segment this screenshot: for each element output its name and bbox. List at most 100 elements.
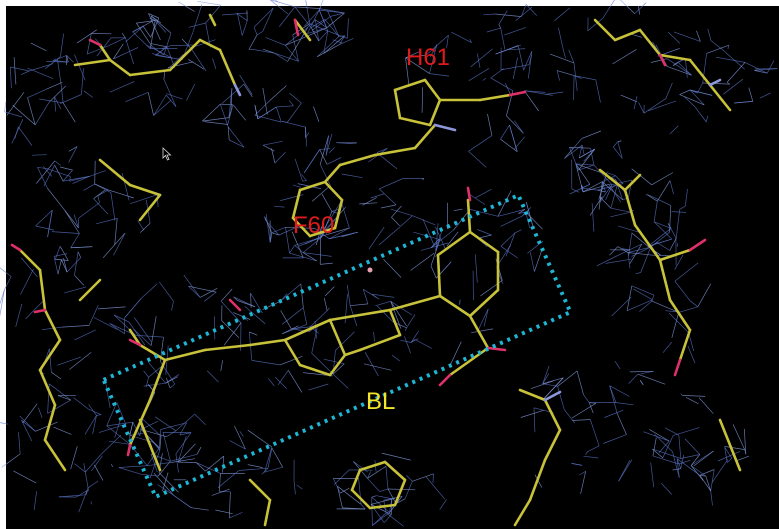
- mesh-edge: [206, 370, 219, 383]
- bond-stick: [518, 388, 547, 402]
- mesh-edge: [332, 478, 341, 494]
- mesh-edge: [326, 307, 330, 311]
- mesh-edge: [652, 455, 679, 465]
- mesh-edge: [674, 280, 691, 302]
- bond-stick: [128, 183, 162, 197]
- mesh-edge: [682, 395, 706, 397]
- mesh-edge: [515, 6, 533, 21]
- bond-stick: [128, 68, 172, 77]
- mesh-edge: [329, 147, 335, 154]
- mesh-edge: [572, 419, 591, 421]
- mesh-edge: [279, 355, 303, 366]
- mesh-edge: [410, 338, 419, 343]
- mesh-edge: [244, 305, 266, 325]
- mesh-edge: [234, 425, 246, 450]
- mesh-edge: [651, 172, 674, 186]
- heteroatom-stick: [658, 53, 667, 67]
- mesh-edge: [10, 66, 30, 72]
- mesh-edge: [69, 352, 92, 370]
- mesh-edge: [495, 13, 522, 17]
- mesh-edge: [405, 51, 420, 59]
- mesh-edge: [183, 274, 201, 298]
- mesh-edge: [453, 208, 463, 212]
- mesh-edge: [542, 383, 558, 387]
- mesh-edge: [323, 35, 346, 54]
- mesh-edge: [583, 455, 599, 459]
- mesh-edge: [571, 188, 580, 193]
- mesh-edge: [372, 293, 377, 299]
- mesh-edge: [186, 84, 196, 101]
- mesh-edge: [53, 256, 59, 275]
- mesh-edge: [675, 209, 681, 239]
- mesh-edge: [53, 426, 72, 435]
- mesh-edge: [621, 248, 631, 251]
- mesh-edge: [557, 70, 575, 76]
- mesh-edge: [13, 470, 37, 484]
- bond-stick: [338, 153, 377, 167]
- mesh-edge: [391, 217, 400, 226]
- bond-stick: [543, 428, 562, 462]
- mesh-edge: [165, 377, 171, 389]
- mesh-edge: [385, 466, 389, 490]
- mesh-edge: [76, 29, 97, 44]
- mesh-edge: [329, 231, 358, 240]
- mesh-edge: [612, 49, 637, 65]
- mesh-edge: [35, 225, 55, 231]
- bond-stick: [393, 478, 407, 507]
- mesh-edge: [475, 188, 492, 199]
- mesh-edge: [75, 489, 88, 498]
- mesh-edge: [671, 211, 687, 213]
- mesh-edge: [142, 418, 162, 437]
- mesh-edge: [759, 92, 771, 99]
- mesh-edge: [96, 218, 118, 225]
- mesh-edge: [578, 145, 583, 158]
- mesh-edge: [154, 20, 167, 33]
- mesh-edge: [311, 16, 331, 31]
- mesh-edge: [410, 330, 420, 343]
- mesh-edge: [25, 301, 43, 320]
- mesh-edge: [271, 148, 276, 164]
- mesh-edge: [379, 188, 397, 206]
- mesh-edge: [599, 184, 613, 203]
- mesh-edge: [520, 4, 527, 17]
- mesh-edge: [222, 456, 225, 473]
- bond-stick: [328, 318, 347, 357]
- mesh-edge: [303, 252, 332, 257]
- mesh-edge: [54, 160, 61, 166]
- mesh-edge: [220, 301, 242, 324]
- mesh-edge: [163, 71, 166, 80]
- mesh-edge: [609, 246, 619, 256]
- mesh-edge: [430, 238, 441, 267]
- mesh-edge: [504, 83, 511, 94]
- mesh-edge: [293, 480, 296, 495]
- mesh-edge: [699, 469, 715, 476]
- bond-stick: [358, 460, 387, 472]
- mesh-edge: [114, 232, 126, 245]
- mesh-edge: [146, 447, 160, 466]
- mesh-edge: [247, 429, 273, 448]
- mesh-edge: [121, 173, 130, 201]
- mesh-edge: [346, 284, 351, 306]
- mesh-edge: [96, 37, 112, 57]
- mesh-edge: [108, 440, 131, 445]
- mesh-edge: [125, 26, 144, 43]
- mesh-edge: [221, 12, 248, 16]
- heteroatom-stick: [128, 338, 142, 347]
- mesh-edge: [527, 51, 533, 79]
- bond-stick: [38, 268, 47, 312]
- mesh-edge: [271, 232, 280, 236]
- mesh-edge: [446, 231, 459, 247]
- mesh-edge: [324, 286, 335, 297]
- mesh-edge: [63, 258, 68, 273]
- mesh-edge: [604, 409, 624, 418]
- mesh-edge: [726, 62, 746, 83]
- mesh-edge: [289, 252, 317, 262]
- mesh-edge: [134, 317, 152, 342]
- mesh-edge: [140, 473, 159, 477]
- mesh-edge: [500, 124, 510, 140]
- mesh-edge: [676, 458, 701, 476]
- mesh-edge: [631, 168, 652, 186]
- mesh-edge: [253, 49, 275, 54]
- mesh-edge: [676, 458, 680, 478]
